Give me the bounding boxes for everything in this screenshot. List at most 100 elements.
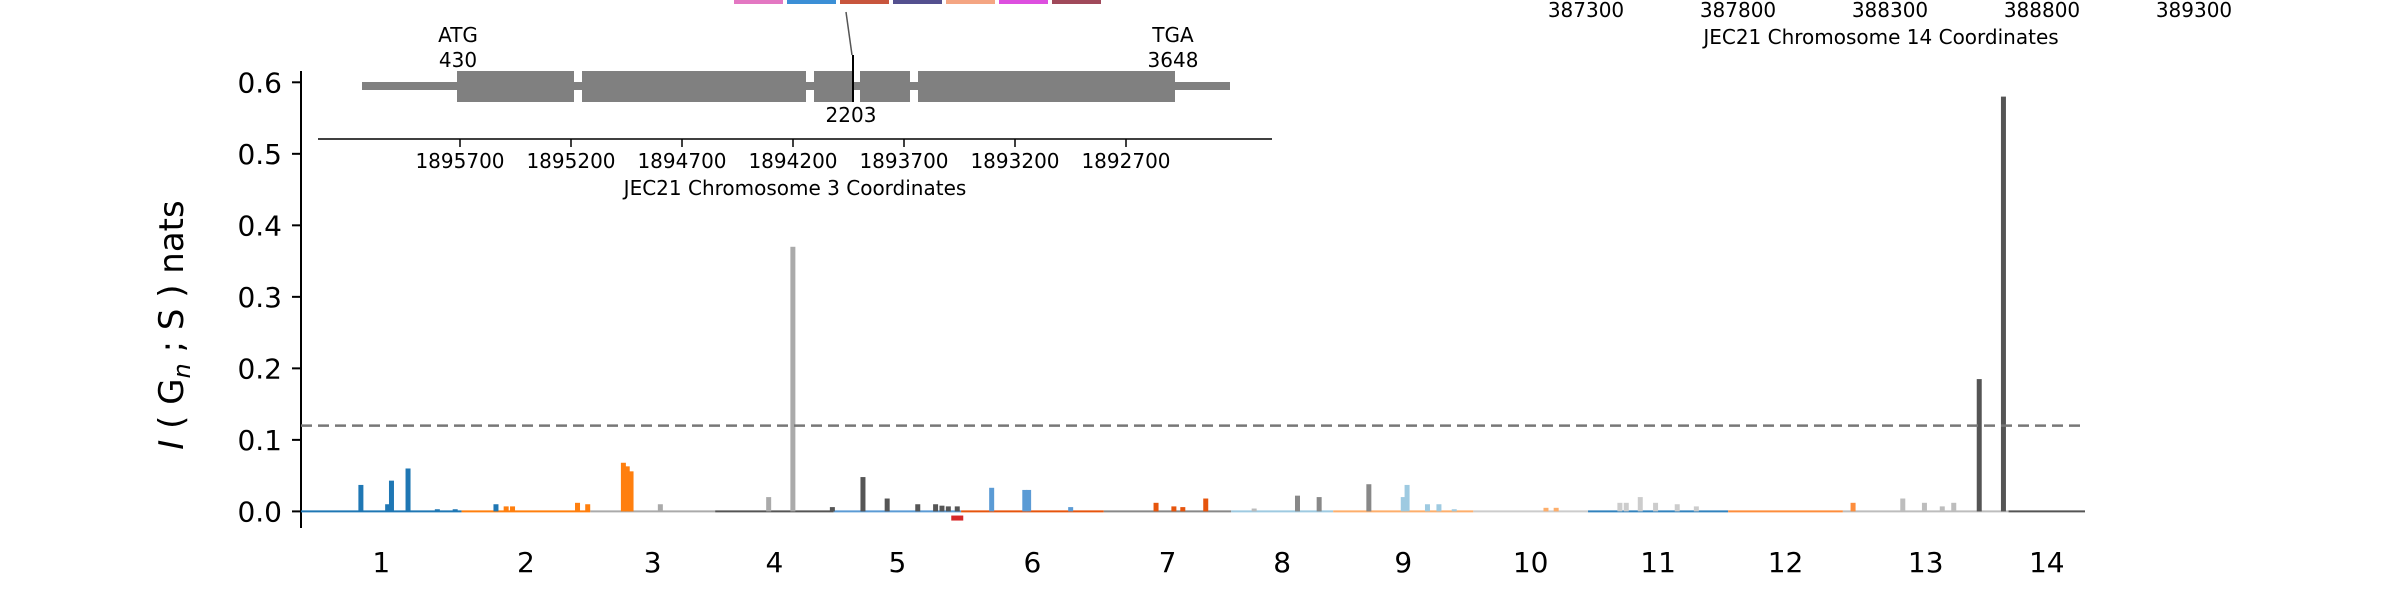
data-bar [1068, 507, 1074, 512]
data-bar [915, 504, 921, 512]
start-codon-position: 430 [439, 48, 477, 72]
inset1-tick-label: 1893700 [859, 149, 948, 173]
stop-codon-position: 3648 [1148, 48, 1199, 72]
bars [358, 96, 2006, 512]
y-tick-label: 0.4 [237, 209, 282, 242]
data-bar [1693, 506, 1699, 512]
color-swatch [1052, 0, 1101, 4]
data-bar [1623, 502, 1629, 512]
y-ticks: 0.0 0.1 0.2 0.3 0.4 0.5 0.6 [237, 66, 301, 528]
data-bar [385, 504, 391, 512]
color-swatch [734, 0, 783, 4]
data-bar [1171, 506, 1177, 512]
gene-exon [582, 71, 806, 102]
highlight-marker [951, 515, 964, 521]
y-tick-label: 0.6 [237, 66, 282, 99]
y-axis-title-italic: I [152, 440, 192, 450]
main-plot: I ( Gn ; S ) nats 0.00.10.20.30.40.50.6 … [152, 66, 2085, 579]
start-codon-label: ATG [438, 23, 478, 47]
data-bar [1294, 495, 1300, 512]
inset1-tick-label: 1894700 [637, 149, 726, 173]
data-bar [434, 509, 440, 512]
color-swatches [734, 0, 1101, 4]
data-bar [1900, 498, 1906, 512]
data-bar [388, 480, 394, 512]
x-tick-label: 9 [1394, 546, 1412, 579]
color-swatch [787, 0, 836, 4]
data-bar [1436, 504, 1442, 512]
y-tick-label: 0.2 [237, 352, 282, 385]
inset2-tick-label: 389300 [2156, 0, 2232, 22]
data-bar [1543, 507, 1549, 512]
data-bar [945, 506, 951, 512]
data-bar [1251, 508, 1257, 512]
x-tick-label: 6 [1024, 546, 1042, 579]
data-bar [620, 462, 626, 512]
marker-connector [845, 11, 853, 56]
data-bar [1674, 504, 1680, 512]
x-tick-label: 14 [2029, 546, 2065, 579]
x-tick-label: 2 [517, 546, 535, 579]
gene-exon [918, 71, 1175, 102]
data-bar [1939, 506, 1945, 512]
x-tick-label: 8 [1273, 546, 1291, 579]
inset1-tick-label: 1893200 [970, 149, 1059, 173]
color-swatch [893, 0, 942, 4]
data-bar [628, 471, 634, 512]
y-tick-label: 0.1 [237, 424, 282, 457]
y-axis-title: I ( Gn ; S ) nats [152, 200, 196, 449]
gene-exon [814, 71, 852, 102]
data-bar [1424, 504, 1430, 512]
data-bar [1153, 502, 1159, 512]
data-bar [1451, 509, 1457, 512]
x-tick-label: 10 [1513, 546, 1549, 579]
x-ticks: 1 2 3 4 5 6 7 8 9 10 11 12 13 14 [372, 546, 2064, 579]
data-bar [1976, 379, 1982, 512]
gene-model-inset: ATG 430 TGA 3648 2203 1895700 1895200 1894… [318, 0, 1272, 200]
x-tick-label: 1 [372, 546, 390, 579]
data-bar [1553, 507, 1559, 512]
x-tick-label: 5 [888, 546, 906, 579]
inset1-tick-label: 1895700 [415, 149, 504, 173]
y-axis-title-post: ; S ) nats [152, 200, 192, 363]
inset2-tick-label: 387300 [1548, 0, 1624, 22]
data-bar [2000, 96, 2006, 512]
data-bar [989, 487, 995, 512]
data-bar [405, 468, 411, 512]
data-bar [624, 466, 630, 512]
color-swatch [999, 0, 1048, 4]
data-bar [829, 507, 835, 512]
data-bar [1400, 497, 1406, 512]
data-bar [1316, 497, 1322, 512]
inset1-tick-label: 1895200 [526, 149, 615, 173]
marker-position-label: 2203 [826, 103, 877, 127]
x-tick-label: 11 [1640, 546, 1676, 579]
inset1-tick-label: 1892700 [1081, 149, 1170, 173]
y-axis-title-sub: n [168, 363, 196, 378]
data-bar [884, 498, 890, 512]
x-tick-label: 12 [1768, 546, 1804, 579]
y-axis-title-pre: ( G [152, 378, 192, 439]
data-bar [1026, 489, 1032, 512]
data-bar [503, 506, 509, 512]
data-bar [452, 509, 458, 512]
x-tick-label: 3 [644, 546, 662, 579]
data-bar [954, 506, 960, 512]
data-bar [358, 484, 364, 512]
data-bar [766, 497, 772, 512]
data-bar [1404, 484, 1410, 512]
data-bar [1637, 497, 1643, 512]
data-bar [1366, 484, 1372, 512]
color-swatch [946, 0, 995, 4]
data-bar [493, 504, 499, 512]
y-tick-label: 0.3 [237, 281, 282, 314]
data-bar [933, 504, 939, 512]
data-bar [575, 502, 581, 512]
inset2-tick-label: 387800 [1700, 0, 1776, 22]
data-bar [585, 504, 591, 512]
x-tick-label: 7 [1159, 546, 1177, 579]
x-tick-label: 4 [765, 546, 783, 579]
data-bar [939, 505, 945, 512]
data-bar [657, 504, 663, 512]
